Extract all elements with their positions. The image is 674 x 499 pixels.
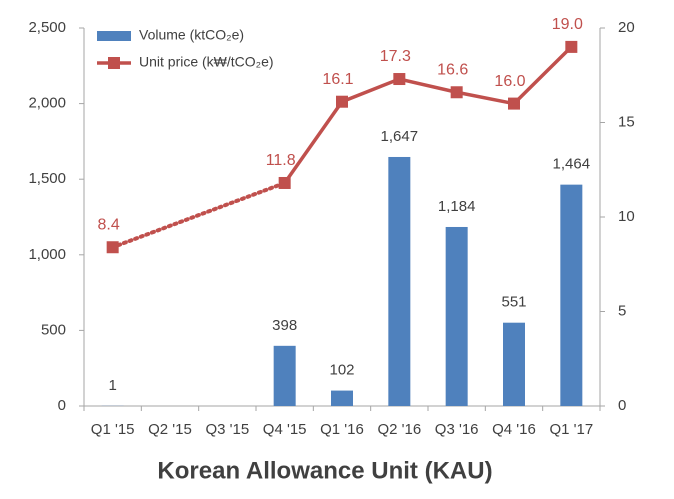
x-tick-label: Q1 '17 — [549, 421, 593, 438]
y-tick-label: 1,500 — [28, 170, 66, 187]
price-marker — [508, 97, 520, 110]
chart-title: Korean Allowance Unit (KAU) — [157, 457, 492, 484]
y-tick-label: 500 — [41, 321, 66, 338]
bar — [273, 345, 296, 406]
legend-label: Unit price (k₩/tCO₂e) — [139, 54, 274, 70]
price-value-label: 17.3 — [380, 48, 411, 65]
x-tick-label: Q2 '16 — [377, 421, 421, 438]
bar-value-label: 398 — [272, 317, 297, 334]
y-tick-label: 1,000 — [28, 246, 66, 263]
gap-connector — [110, 180, 287, 250]
x-tick-label: Q1 '16 — [320, 421, 364, 438]
price-marker — [565, 40, 578, 53]
y2-tick-label: 10 — [618, 208, 635, 225]
price-marker — [106, 241, 119, 254]
price-marker — [336, 95, 348, 108]
bar — [445, 226, 468, 406]
y2-tick-label: 0 — [618, 397, 626, 414]
bar-value-label: 551 — [501, 294, 526, 311]
x-tick-label: Q4 '16 — [492, 421, 536, 438]
y-tick-label: 0 — [58, 397, 66, 414]
y2-tick-label: 15 — [618, 113, 635, 130]
price-value-label: 16.1 — [322, 71, 353, 88]
price-value-label: 11.8 — [266, 152, 296, 169]
x-tick-label: Q1 '15 — [91, 421, 135, 438]
bar — [388, 156, 411, 406]
y-tick-label: 2,500 — [28, 19, 66, 36]
price-line — [283, 45, 573, 184]
bar-value-label: 1,184 — [438, 198, 476, 215]
legend-swatch-marker — [108, 57, 120, 69]
price-marker — [278, 176, 291, 189]
x-tick-label: Q4 '15 — [263, 421, 307, 438]
price-value-label: 16.6 — [437, 61, 468, 78]
bar — [560, 184, 583, 406]
legend-swatch — [97, 31, 131, 41]
y2-tick-label: 20 — [618, 19, 635, 36]
price-value-label: 16.0 — [494, 73, 525, 90]
bar-value-label: 102 — [329, 362, 354, 379]
x-tick-label: Q2 '15 — [148, 421, 192, 438]
price-value-label: 19.0 — [552, 16, 583, 33]
y2-tick-label: 5 — [618, 302, 626, 319]
x-tick-label: Q3 '15 — [205, 421, 249, 438]
y-tick-label: 2,000 — [28, 95, 66, 112]
price-marker — [450, 86, 463, 99]
x-tick-label: Q3 '16 — [435, 421, 479, 438]
bar-value-label: 1 — [108, 377, 116, 394]
price-value-label: 8.4 — [98, 216, 120, 233]
legend-label: Volume (ktCO₂e) — [139, 27, 244, 43]
bar-value-label: 1,647 — [381, 128, 419, 145]
bar — [331, 390, 353, 406]
price-marker — [393, 73, 406, 86]
bar-value-label: 1,464 — [553, 156, 591, 173]
bar — [503, 322, 525, 406]
